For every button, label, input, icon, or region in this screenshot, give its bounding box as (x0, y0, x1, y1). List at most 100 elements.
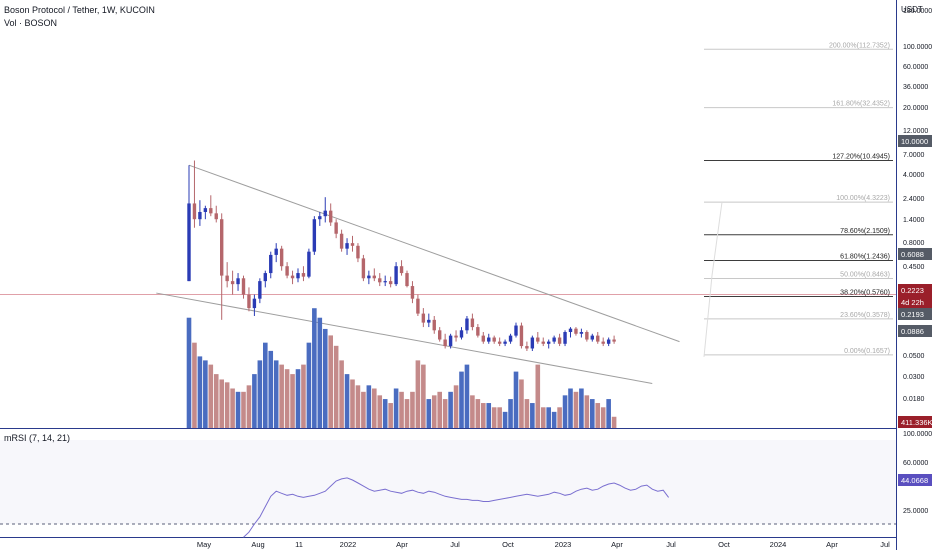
symbol-title[interactable]: Boson Protocol / Tether, 1W, KUCOIN (4, 5, 155, 15)
volume-bar (524, 399, 530, 428)
volume-bar (366, 385, 372, 428)
volume-bar (306, 342, 312, 428)
candle-down (481, 335, 485, 342)
candle-down (601, 341, 605, 344)
volume-bar (590, 399, 595, 428)
candle-up (203, 208, 208, 212)
volume-bar (219, 379, 224, 428)
candle-down (405, 273, 409, 287)
price-tick-label: 4.0000 (903, 172, 925, 179)
time-tick-label: Oct (718, 540, 731, 549)
currency-label: USDT (901, 5, 923, 14)
volume-bar (241, 391, 246, 428)
volume-bar (535, 364, 541, 428)
candle-down (421, 313, 426, 323)
volume-bar (361, 391, 366, 428)
time-tick-label: 11 (295, 540, 303, 549)
rsi-tick-label: 100.0000 (903, 431, 932, 438)
candle-up (312, 219, 317, 252)
volume-bar (546, 407, 551, 428)
rsi-axis: 100.0000 60.0000 25.0000 44.0668 (898, 431, 932, 515)
volume-bar (203, 360, 208, 428)
volume-bar (257, 360, 263, 428)
volume-bar (475, 399, 481, 428)
candle-down (301, 273, 306, 277)
candle-down (557, 337, 562, 344)
candle-down (612, 339, 616, 342)
price-tick-label: 2.4000 (903, 196, 925, 203)
volume-bar (573, 391, 579, 428)
candle-up (198, 211, 202, 220)
volume-bar (530, 403, 535, 428)
volume-bar (437, 391, 442, 428)
candle-up (606, 339, 611, 344)
volume-bar (491, 407, 497, 428)
price-tick-label: 180.0000 (903, 8, 932, 15)
volume-axis: 0.0500 0.0300 0.0180 0.0886 411.336K (898, 325, 932, 428)
price-axis[interactable]: 180.0000 100.0000 60.0000 36.0000 20.0000 12.… (898, 8, 932, 320)
time-tick-label: Jul (666, 540, 676, 549)
volume-bar (431, 395, 437, 428)
volume-indicator-label[interactable]: Vol · BOSON (4, 18, 57, 28)
volume-bar (208, 364, 214, 428)
volume-bar (224, 382, 230, 428)
time-tick-label: 2022 (340, 540, 357, 549)
candle-up (568, 328, 573, 333)
volume-bar (595, 403, 601, 428)
volume-bar (415, 360, 421, 428)
volume-bar (421, 364, 426, 428)
volume-bar (273, 360, 279, 428)
time-tick-label: Oct (502, 540, 515, 549)
candle-down (285, 266, 289, 276)
rsi-indicator-label[interactable]: mRSI (7, 14, 21) (4, 433, 70, 443)
candle-up (459, 330, 464, 338)
candle-down (585, 332, 589, 340)
fibonacci-retracement[interactable]: 200.00%(112.7352) 161.80%(32.4352) 127.20%… (703, 42, 893, 357)
candle-up (394, 266, 398, 285)
candle-down (290, 275, 295, 279)
volume-bar (235, 391, 241, 428)
price-badge (898, 308, 932, 320)
price-tick-label: 100.0000 (903, 44, 932, 51)
fib-anchor (703, 202, 723, 357)
candle-up (345, 243, 349, 249)
candle-down (220, 219, 224, 276)
trendlines[interactable] (156, 164, 680, 384)
volume-bar (377, 395, 383, 428)
volume-badge (898, 416, 932, 428)
price-tick-label: 0.4500 (903, 264, 925, 271)
fib-level-label: 200.00%(112.7352) (829, 42, 890, 49)
volume-bar (551, 411, 557, 428)
price-badge (898, 248, 932, 260)
volume-bar (453, 385, 459, 428)
price-tick-label: 60.0000 (903, 64, 928, 71)
volume-bar (464, 364, 470, 428)
volume-bar (519, 379, 524, 428)
candle-up (269, 254, 273, 274)
volume-bar (382, 399, 388, 428)
price-badge (898, 296, 932, 308)
candle-down (230, 281, 235, 285)
time-axis[interactable]: May Aug 11 2022 Apr Jul Oct 2023 Apr Jul Oct 2024 Ap… (197, 540, 890, 549)
rsi-value-text: 44.0668 (901, 476, 928, 485)
volume-bar (399, 391, 404, 428)
volume-bar (268, 350, 274, 428)
time-tick-label: 2023 (555, 540, 572, 549)
volume-bar (339, 360, 344, 428)
volume-bar (344, 374, 350, 428)
price-tick-label: 12.0000 (903, 128, 928, 135)
candle-down (443, 339, 447, 347)
volume-bar (579, 388, 584, 428)
price-badge-text: 4d 22h (901, 298, 924, 307)
candle-up (323, 210, 327, 217)
candle-down (536, 337, 540, 342)
candle-down (541, 341, 545, 344)
volume-bar (600, 407, 606, 428)
price-badge (898, 135, 932, 147)
volume-bar (312, 308, 317, 428)
price-tick-label: 7.0000 (903, 152, 925, 159)
candle-down (378, 278, 382, 283)
volume-badge-text: 411.336K (901, 418, 932, 427)
volume-tick-label: 0.0180 (903, 396, 925, 403)
